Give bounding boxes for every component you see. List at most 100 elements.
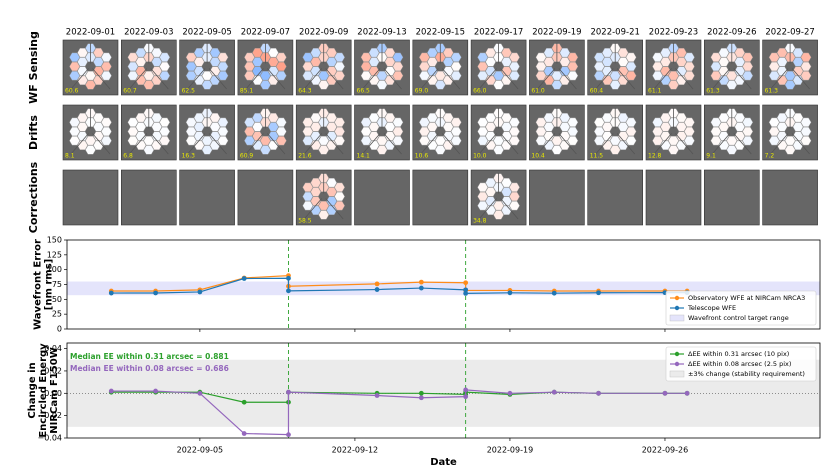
map-value: 11.5 — [590, 153, 604, 160]
mirror-segment — [776, 122, 788, 132]
mirror-segment — [244, 117, 255, 127]
mirror-segment — [593, 117, 605, 127]
mirror-segment — [768, 71, 780, 81]
mirror-segment — [617, 113, 629, 123]
strut — [500, 133, 519, 155]
mirror-segment — [668, 80, 679, 90]
mirror-segment — [376, 136, 388, 146]
mirror-segment — [734, 122, 746, 132]
point — [596, 390, 601, 396]
mirror-segment — [742, 126, 754, 137]
mirror-segment — [93, 48, 104, 58]
point — [108, 388, 114, 394]
mirror-segment — [601, 48, 613, 58]
strut — [208, 133, 227, 155]
mirror-segment — [434, 136, 446, 146]
strut — [128, 133, 148, 155]
mirror-segment — [185, 136, 197, 146]
mirror-segment — [676, 66, 687, 76]
mirror-segment — [710, 52, 722, 62]
point — [286, 275, 291, 281]
axes-frame — [66, 239, 821, 330]
mirror-segment — [601, 57, 613, 67]
mirror-segment — [209, 57, 221, 67]
point — [507, 290, 513, 296]
mirror-segment — [676, 113, 687, 123]
point — [463, 394, 469, 400]
mirror-segment — [660, 113, 671, 123]
mirror-segment — [252, 113, 263, 123]
point — [551, 389, 557, 395]
map-value: 61.0 — [531, 88, 545, 95]
mirror-segment — [85, 136, 96, 146]
mirror-segment — [718, 66, 730, 76]
mirror-segment — [625, 126, 637, 137]
mirror-segment — [326, 131, 337, 141]
mirror-segment — [652, 52, 663, 62]
mirror-segment — [501, 131, 512, 141]
mirror-segment — [310, 187, 322, 197]
mirror-segment — [710, 61, 722, 72]
mirror-segment — [69, 126, 80, 137]
mirror-segment — [609, 80, 621, 90]
mirror-segment — [360, 136, 372, 146]
mirror-segment — [493, 210, 504, 220]
legend-label: ±3% change (stability requirement) — [688, 370, 805, 378]
mirror-segment — [609, 136, 621, 146]
mirror-segment — [501, 196, 512, 206]
map-value: 8.1 — [65, 153, 75, 160]
mirror-segment — [742, 71, 754, 81]
map-value: 66.0 — [473, 88, 487, 95]
strut — [733, 68, 752, 90]
strut — [500, 198, 519, 220]
mirror-segment — [310, 196, 322, 206]
mirror-segment — [376, 71, 388, 81]
mirror-segment — [609, 71, 621, 81]
mirror-segment — [676, 57, 687, 67]
mirror-segment — [509, 61, 520, 72]
map-value: 60.6 — [65, 88, 79, 95]
mirror-segment — [652, 117, 663, 127]
mirror-segment — [800, 71, 812, 81]
point — [374, 281, 380, 287]
mirror-segment — [509, 117, 520, 127]
strut — [325, 198, 344, 220]
mirror-segment — [334, 201, 345, 211]
mirror-segment — [77, 48, 88, 58]
mirror-segment — [477, 52, 489, 62]
strut — [791, 133, 810, 155]
mirror-segment — [652, 136, 663, 146]
mirror-segment — [310, 48, 322, 58]
map-date: 2022-09-03 — [124, 28, 173, 38]
mirror-segment — [275, 136, 287, 146]
mirror-segment — [217, 126, 229, 137]
y-tick-label: 0.02 — [44, 366, 62, 375]
mirror-segment — [260, 71, 271, 81]
mirror-segment — [792, 48, 804, 58]
mirror-segment — [185, 117, 197, 127]
strut — [675, 133, 694, 155]
mirror-segment — [310, 113, 322, 123]
y-axis-label: Change in — [27, 362, 38, 418]
strut — [325, 133, 344, 155]
mirror-segment — [617, 131, 629, 141]
mirror-segment — [217, 117, 229, 127]
mirror-segment — [244, 61, 255, 72]
mirror-segment — [684, 71, 695, 81]
strut — [208, 68, 227, 90]
mirror-segment — [710, 117, 722, 127]
mirror-segment — [384, 131, 396, 141]
map-cell — [703, 169, 760, 226]
mirror-segment — [593, 52, 605, 62]
mirror-segment — [135, 131, 147, 141]
mirror-segment — [559, 66, 571, 76]
mirror-segment — [101, 126, 112, 137]
mirror-segment — [252, 122, 263, 132]
y-tick-label: −0.04 — [37, 434, 62, 443]
mirror-segment — [485, 48, 496, 58]
mirror-segment — [427, 131, 438, 141]
map-value: 14.1 — [357, 153, 371, 160]
map-value: 66.5 — [357, 88, 371, 95]
mirror-segment — [601, 66, 613, 76]
mirror-segment — [710, 71, 722, 81]
